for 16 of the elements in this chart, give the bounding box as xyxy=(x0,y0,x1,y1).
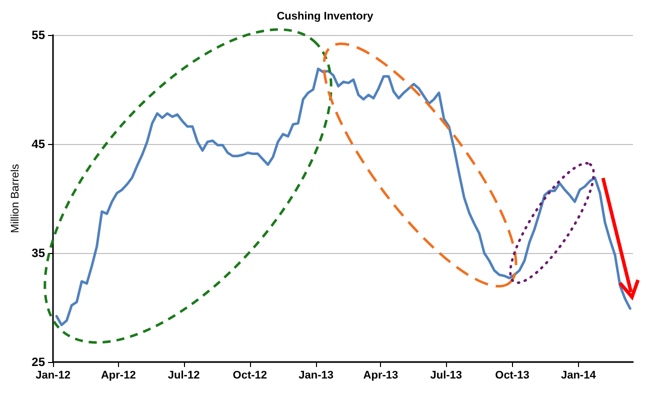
x-tick-label: Oct-12 xyxy=(232,370,268,382)
x-tick-label: Jul-13 xyxy=(430,370,462,382)
x-tick-label: Jan-12 xyxy=(36,370,70,382)
y-axis-title: Million Barrels xyxy=(9,163,22,234)
y-tick-label: 45 xyxy=(32,137,46,151)
y-tick-label: 35 xyxy=(32,246,46,260)
y-tick-label: 55 xyxy=(32,28,46,42)
line-series xyxy=(55,68,632,326)
y-tick-label: 25 xyxy=(32,355,46,369)
x-tick-label: Jan-14 xyxy=(560,370,597,382)
x-tick-label: Apr-12 xyxy=(100,370,136,382)
chart-title: Cushing Inventory xyxy=(276,10,374,22)
x-tick-label: Jul-12 xyxy=(168,370,200,382)
x-tick-label: Jan-13 xyxy=(298,370,334,382)
x-tick-label: Oct-13 xyxy=(495,370,530,382)
x-tick-label: Apr-13 xyxy=(363,370,398,382)
